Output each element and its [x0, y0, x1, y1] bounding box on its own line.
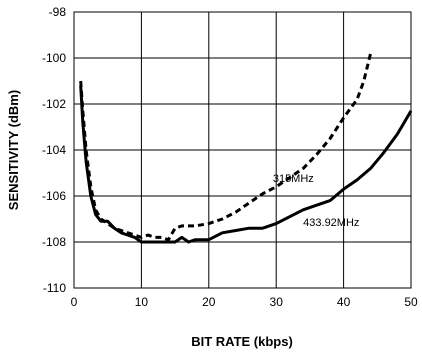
- series-line-433-92mhz: [79, 85, 413, 244]
- x-tick-label: 30: [270, 295, 284, 309]
- y-tick-label: -110: [43, 281, 66, 295]
- y-tick-label: -108: [42, 235, 66, 249]
- y-axis-title: SENSITIVITY (dBm): [6, 90, 21, 210]
- x-tick-label: 50: [404, 295, 418, 309]
- x-tick-label: 20: [202, 295, 216, 309]
- y-tick-label: -100: [42, 51, 66, 65]
- x-tick-labels: 0 10 20 30 40 50: [71, 295, 418, 309]
- y-tick-label: -102: [42, 97, 66, 111]
- x-tick-label: 10: [135, 295, 149, 309]
- x-tick-label: 0: [71, 295, 78, 309]
- x-tick-label: 40: [337, 295, 351, 309]
- y-tick-label: -106: [42, 189, 66, 203]
- y-tick-label: -98: [49, 5, 67, 19]
- series-annotation: 433.92MHz: [303, 217, 359, 229]
- x-axis-title: BIT RATE (kbps): [191, 334, 293, 349]
- y-tick-labels: -98 -100 -102 -104 -106 -108 -110: [42, 5, 66, 295]
- series-annotation: 315MHz: [273, 173, 314, 185]
- annotations: 315MHz 433.92MHz: [273, 173, 360, 229]
- data-series: [79, 53, 413, 244]
- y-tick-label: -104: [42, 143, 66, 157]
